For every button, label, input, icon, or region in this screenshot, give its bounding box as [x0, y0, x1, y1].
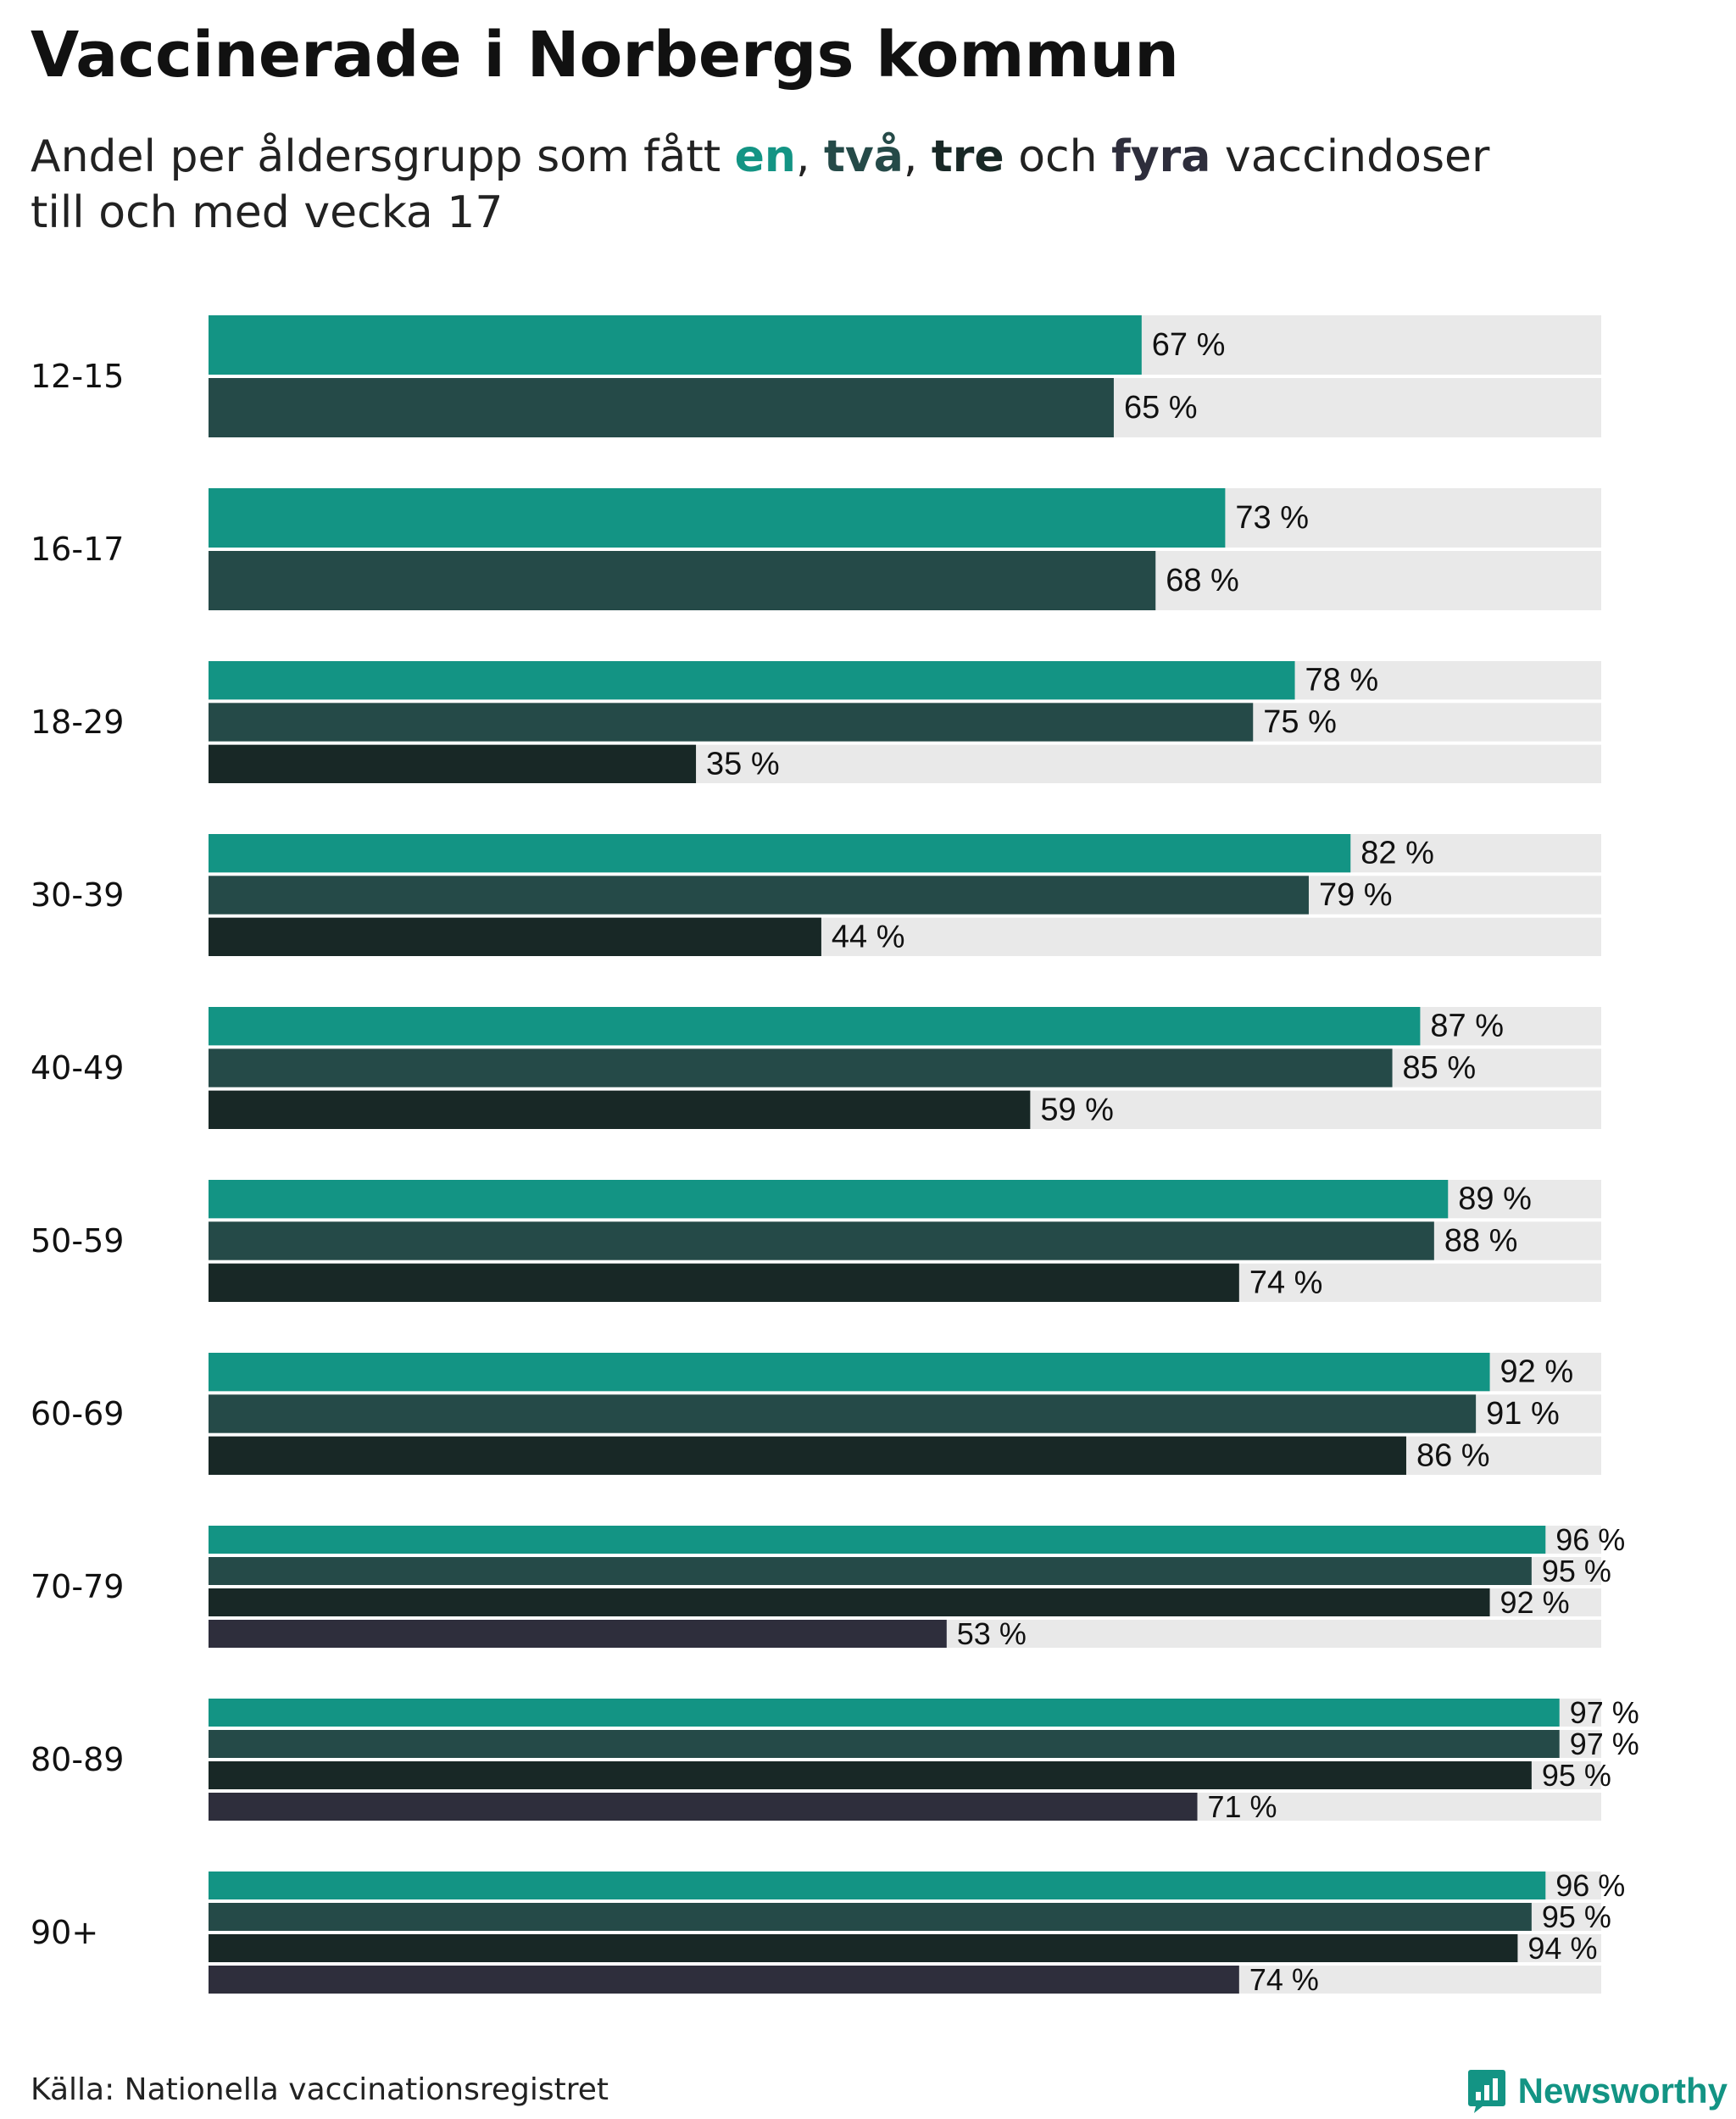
bar-value-label: 86 %: [1416, 1438, 1490, 1473]
bar-tre: [209, 917, 821, 956]
bar-tre: [209, 1588, 1490, 1616]
bar-fyra: [209, 1793, 1198, 1821]
bar-fyra: [209, 1620, 947, 1648]
bar-en: [209, 1526, 1546, 1554]
bar-value-label: 85 %: [1403, 1050, 1477, 1086]
bar-value-label: 96 %: [1555, 1868, 1625, 1903]
bar-value-label: 97 %: [1570, 1727, 1639, 1761]
bar-en: [209, 661, 1295, 700]
bar-value-label: 68 %: [1166, 563, 1239, 598]
bar-en: [209, 1007, 1421, 1046]
bar-två: [209, 1557, 1532, 1585]
bar-två: [209, 703, 1254, 742]
chart-subtitle: Andel per åldersgrupp som fått en, två, …: [31, 129, 1641, 241]
bar-value-label: 75 %: [1263, 704, 1337, 740]
subtitle-conjunction: och: [1004, 131, 1112, 182]
bar-tre: [209, 1263, 1239, 1302]
bar-value-label: 67 %: [1152, 327, 1226, 363]
bar-två: [209, 1394, 1477, 1433]
bar-två: [209, 876, 1309, 915]
subtitle-dose-three: tre: [931, 131, 1004, 182]
bar-value-label: 97 %: [1570, 1695, 1639, 1730]
bar-två: [209, 1730, 1560, 1758]
age-group-label: 16-17: [31, 531, 124, 568]
bar-value-label: 87 %: [1430, 1009, 1504, 1044]
bar-value-label: 82 %: [1360, 836, 1434, 871]
bar-tre: [209, 1090, 1031, 1129]
age-group-label: 60-69: [31, 1395, 124, 1432]
age-group-label: 40-49: [31, 1049, 124, 1087]
bar-value-label: 71 %: [1208, 1789, 1277, 1824]
bar-tre: [209, 1436, 1406, 1475]
subtitle-separator: ,: [795, 131, 825, 182]
age-group-label: 90+: [31, 1914, 98, 1951]
bar-value-label: 95 %: [1542, 1758, 1611, 1793]
newsworthy-logo-icon: [1467, 2070, 1505, 2113]
bar-value-label: 79 %: [1319, 877, 1393, 913]
bar-value-label: 35 %: [706, 746, 780, 781]
brand-name: Newsworthy: [1517, 2071, 1728, 2111]
bar-value-label: 95 %: [1542, 1899, 1611, 1934]
brand: Newsworthy: [1467, 2068, 1728, 2114]
bar-tre: [209, 744, 697, 783]
bar-value-label: 44 %: [832, 919, 905, 954]
subtitle-dose-one: en: [734, 131, 796, 182]
bar-två: [209, 1048, 1393, 1087]
bar-en: [209, 834, 1351, 873]
bar-två: [209, 551, 1156, 610]
bar-value-label: 78 %: [1305, 663, 1379, 698]
bar-två: [209, 1903, 1532, 1931]
bar-value-label: 95 %: [1542, 1554, 1611, 1588]
bar-value-label: 89 %: [1458, 1182, 1532, 1217]
age-group-label: 50-59: [31, 1222, 124, 1260]
bar-value-label: 59 %: [1040, 1092, 1114, 1127]
subtitle-period: till och med vecka 17: [31, 187, 504, 238]
bar-value-label: 74 %: [1249, 1962, 1319, 1997]
bar-tre: [209, 1934, 1518, 1962]
bar-en: [209, 488, 1226, 548]
bar-en: [209, 1872, 1546, 1899]
age-group-label: 30-39: [31, 876, 124, 914]
bar-value-label: 94 %: [1527, 1931, 1597, 1966]
bar-två: [209, 1221, 1434, 1260]
bar-value-label: 92 %: [1500, 1585, 1570, 1620]
bar-value-label: 53 %: [957, 1616, 1027, 1651]
bar-value-label: 91 %: [1486, 1396, 1560, 1432]
bar-två: [209, 378, 1114, 437]
subtitle-separator: ,: [903, 131, 932, 182]
bar-value-label: 96 %: [1555, 1522, 1625, 1557]
bar-value-label: 65 %: [1124, 390, 1198, 425]
subtitle-dose-two: två: [824, 131, 904, 182]
bar-value-label: 88 %: [1444, 1223, 1518, 1259]
bar-value-label: 73 %: [1235, 500, 1309, 536]
bar-en: [209, 315, 1142, 375]
bar-value-label: 74 %: [1249, 1265, 1323, 1300]
subtitle-dose-four: fyra: [1111, 131, 1211, 182]
subtitle-suffix: vaccindoser: [1210, 131, 1490, 182]
bar-en: [209, 1353, 1490, 1392]
age-group-label: 80-89: [31, 1741, 124, 1778]
chart-title: Vaccinerade i Norbergs kommun: [31, 19, 1179, 92]
age-group-label: 18-29: [31, 704, 124, 741]
source-note: Källa: Nationella vaccinationsregistret: [31, 2072, 609, 2107]
bar-chart: 12-15 67 % 65 % 16-17 73 % 68 % 18-29 78 % 75 % 3…: [31, 315, 1639, 1997]
bar-en: [209, 1180, 1449, 1219]
bar-fyra: [209, 1966, 1239, 1994]
bar-tre: [209, 1761, 1532, 1789]
age-group-label: 70-79: [31, 1568, 124, 1605]
bar-value-label: 92 %: [1500, 1354, 1574, 1390]
bar-en: [209, 1699, 1560, 1727]
age-group-label: 12-15: [31, 358, 124, 395]
subtitle-prefix: Andel per åldersgrupp som fått: [31, 131, 735, 182]
